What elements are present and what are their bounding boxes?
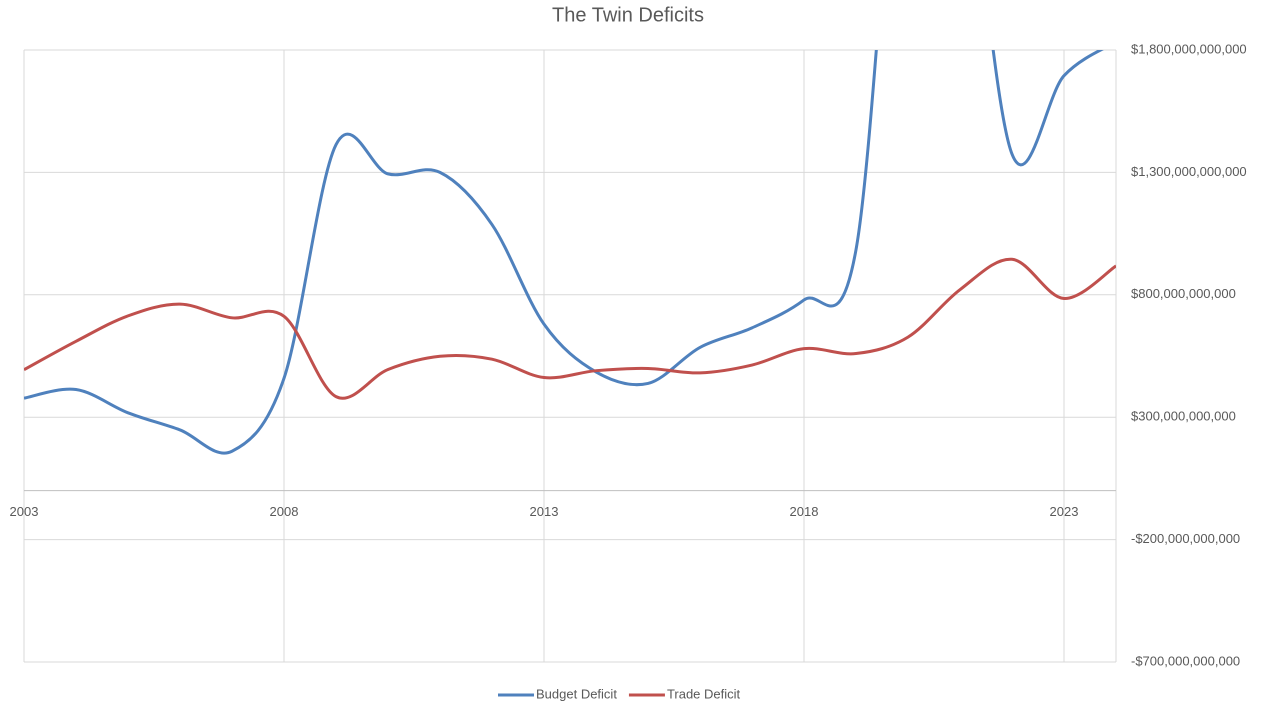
y-tick-label: $1,300,000,000,000 bbox=[1131, 164, 1247, 179]
y-tick-label: $800,000,000,000 bbox=[1131, 286, 1236, 301]
series-line bbox=[24, 50, 1104, 455]
y-tick-label: -$200,000,000,000 bbox=[1131, 531, 1240, 546]
x-tick-label: 2018 bbox=[790, 504, 819, 519]
x-tick-label: 2008 bbox=[270, 504, 299, 519]
x-tick-label: 2003 bbox=[10, 504, 39, 519]
y-tick-label: $1,800,000,000,000 bbox=[1131, 41, 1247, 56]
legend-label: Budget Deficit bbox=[536, 686, 617, 701]
y-tick-label: $300,000,000,000 bbox=[1131, 409, 1236, 424]
grid bbox=[23, 49, 1117, 663]
x-tick-label: 2023 bbox=[1050, 504, 1079, 519]
chart-title: The Twin Deficits bbox=[552, 4, 704, 26]
series-line bbox=[24, 257, 1116, 400]
labels: -$700,000,000,000 -$200,000,000,000 $300,0… bbox=[10, 41, 1247, 701]
plot-area bbox=[24, 50, 1116, 455]
x-tick-label: 2013 bbox=[530, 504, 559, 519]
y-tick-label: -$700,000,000,000 bbox=[1131, 653, 1240, 668]
legend-label: Trade Deficit bbox=[667, 686, 741, 701]
